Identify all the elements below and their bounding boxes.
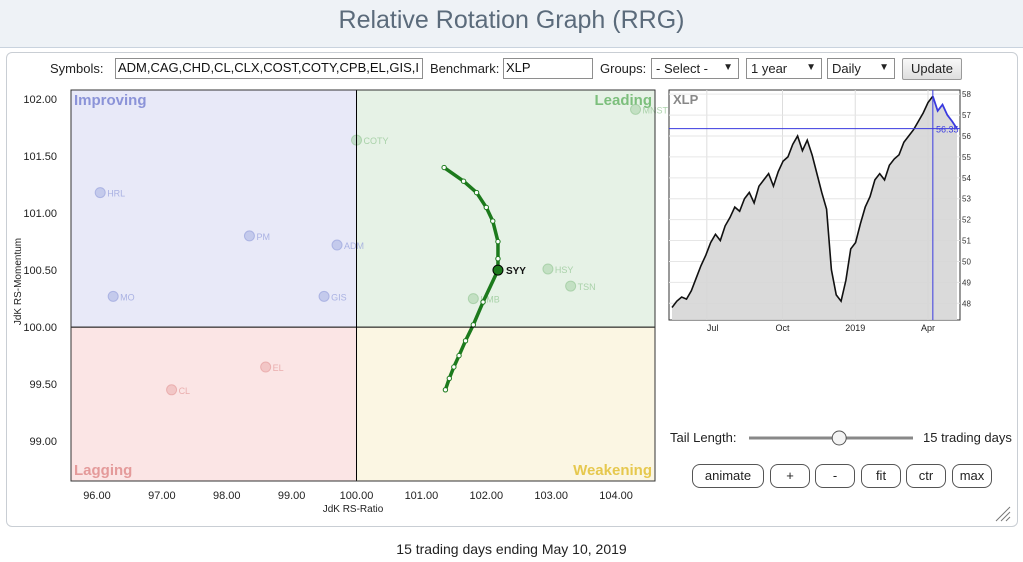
series-point: [451, 364, 457, 370]
quadrant-leading: [356, 90, 655, 328]
chevron-down-icon: ▼: [879, 62, 889, 73]
frequency-select[interactable]: Daily ▼: [827, 58, 895, 79]
zoom-out-button[interactable]: -: [815, 464, 855, 488]
title-bar: [0, 0, 1023, 48]
page-title: Relative Rotation Graph (RRG): [338, 6, 685, 34]
faded-label-mnst: MNST: [643, 105, 669, 115]
faded-marker-adm: [331, 239, 343, 251]
quadrant-label-lagging: Lagging: [74, 462, 132, 479]
y-axis-label: JdK RS-Momentum: [13, 238, 24, 325]
faded-marker-gis: [318, 290, 330, 302]
quadrant-improving: [71, 90, 357, 328]
series-point: [460, 178, 467, 184]
faded-label-hsy: HSY: [555, 265, 574, 275]
groups-select-value: - Select -: [656, 61, 709, 76]
series-point: [480, 299, 486, 305]
x-tick-label: 103.00: [534, 490, 568, 502]
benchmark-label: Benchmark:: [430, 61, 500, 76]
series-point: [483, 204, 489, 211]
period-select-value: 1 year: [751, 61, 788, 76]
series-point: [462, 338, 469, 344]
faded-label-cl: CL: [179, 386, 191, 396]
x-tick-label: 100.00: [340, 490, 374, 502]
tail-length-slider[interactable]: [745, 428, 925, 448]
y-tick-label: 99.50: [29, 379, 57, 391]
x-tick-label: 99.00: [278, 490, 306, 502]
faded-label-pm: PM: [256, 232, 270, 242]
symbols-label: Symbols:: [50, 61, 104, 76]
faded-label-tsn: TSN: [578, 282, 596, 292]
max-button[interactable]: max: [952, 464, 992, 488]
center-button[interactable]: ctr: [906, 464, 946, 488]
quadrant-label-weakening: Weakening: [573, 462, 652, 479]
series-point: [442, 387, 449, 393]
x-axis-label: JdK RS-Ratio: [323, 504, 384, 515]
faded-label-hrl: HRL: [107, 189, 125, 199]
faded-marker-mo: [107, 290, 119, 302]
faded-marker-kmb: [467, 293, 479, 305]
faded-label-el: EL: [273, 363, 284, 373]
groups-select[interactable]: - Select - ▼: [651, 58, 739, 79]
series-head-marker: [492, 264, 504, 276]
series-point: [446, 375, 453, 382]
quadrant-lagging: [71, 327, 357, 481]
faded-marker-hsy: [542, 263, 554, 275]
benchmark-input[interactable]: XLP: [503, 58, 593, 79]
series-point: [473, 189, 480, 196]
series-point: [470, 322, 477, 328]
series-point: [495, 238, 501, 245]
faded-marker-hrl: [94, 187, 106, 199]
period-select[interactable]: 1 year ▼: [746, 58, 822, 79]
y-tick-label: 99.00: [29, 436, 57, 448]
y-tick-label: 101.50: [23, 151, 57, 163]
series-point: [490, 218, 496, 224]
faded-marker-pm: [243, 230, 255, 242]
series-label: SYY: [506, 266, 526, 277]
faded-label-adm: ADM: [344, 241, 364, 251]
tail-length-label: Tail Length:: [670, 430, 737, 445]
faded-marker-el: [260, 361, 272, 373]
x-tick-label: 101.00: [405, 490, 439, 502]
y-tick-label: 100.00: [23, 322, 57, 334]
faded-label-mo: MO: [120, 292, 135, 302]
chevron-down-icon: ▼: [723, 62, 733, 73]
series-point: [441, 164, 447, 171]
x-tick-label: 97.00: [148, 490, 176, 502]
y-tick-label: 101.00: [23, 208, 57, 220]
groups-label: Groups:: [600, 61, 647, 76]
animate-button[interactable]: animate: [692, 464, 764, 488]
x-tick-label: 96.00: [83, 490, 111, 502]
tail-length-value: 15 trading days: [923, 430, 1012, 445]
faded-marker-tsn: [565, 280, 577, 292]
quadrant-weakening: [356, 327, 655, 481]
plot-frame: [70, 89, 656, 482]
fit-button[interactable]: fit: [861, 464, 901, 488]
faded-label-kmb: KMB: [480, 295, 500, 305]
faded-marker-mnst: [630, 103, 642, 115]
chevron-down-icon: ▼: [806, 62, 816, 73]
x-tick-label: 98.00: [213, 490, 241, 502]
quadrant-label-improving: Improving: [74, 92, 147, 109]
series-point: [456, 352, 462, 359]
zoom-in-button[interactable]: +: [770, 464, 810, 488]
resize-handle-icon[interactable]: [994, 505, 1012, 523]
y-tick-label: 102.00: [23, 94, 57, 106]
faded-label-gis: GIS: [331, 292, 347, 302]
update-button[interactable]: Update: [902, 58, 962, 80]
symbols-input[interactable]: ADM,CAG,CHD,CL,CLX,COST,COTY,CPB,EL,GIS,…: [115, 58, 423, 79]
frequency-select-value: Daily: [832, 61, 861, 76]
series-point: [495, 256, 501, 262]
footer-caption: 15 trading days ending May 10, 2019: [396, 541, 627, 557]
x-tick-label: 102.00: [469, 490, 503, 502]
faded-label-coty: COTY: [364, 136, 389, 146]
x-tick-label: 104.00: [599, 490, 633, 502]
y-tick-label: 100.50: [23, 265, 57, 277]
slider-handle[interactable]: [831, 430, 847, 446]
faded-marker-cl: [166, 384, 178, 396]
